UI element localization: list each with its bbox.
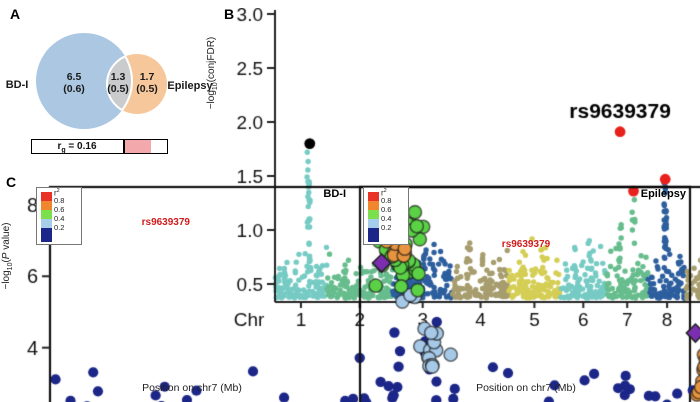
panel-c-label: C bbox=[6, 174, 17, 190]
venn-left-set-label: BD-I bbox=[5, 79, 29, 91]
venn-overlap-value: 1.3 bbox=[110, 71, 126, 83]
venn-right-value: 1.7 bbox=[139, 71, 155, 83]
r2-legend-swatch bbox=[368, 228, 379, 242]
r2-legend-title: r2 bbox=[381, 188, 387, 198]
venn-overlap-ci: (0.5) bbox=[107, 83, 129, 95]
r2-legend-swatch bbox=[368, 192, 379, 201]
r2-legend-swatch bbox=[41, 228, 52, 242]
venn-right-values: 1.7 (0.5) bbox=[129, 71, 165, 95]
r2-legend-swatch bbox=[368, 210, 379, 219]
rg-band bbox=[125, 140, 151, 153]
venn-diagram bbox=[36, 33, 167, 129]
r2-legend-tick-label: 0.8 bbox=[54, 196, 65, 205]
rg-bar: rg = 0.16 bbox=[31, 139, 168, 154]
r2-legend-bdi: r2 0.8 0.6 0.4 0.2 bbox=[36, 187, 82, 245]
locus-bdi-title: BD-I bbox=[323, 188, 346, 200]
venn-overlap-values: 1.3 (0.5) bbox=[100, 71, 136, 95]
locus-epilepsy-title: Epilepsy bbox=[640, 188, 686, 200]
r2-legend-tick-label: 0.8 bbox=[381, 196, 392, 205]
r2-legend-epilepsy: r2 0.8 0.6 0.4 0.2 bbox=[363, 187, 409, 245]
r2-legend-swatch bbox=[41, 210, 52, 219]
locus-epilepsy-canvas bbox=[356, 183, 700, 402]
locus-epilepsy-snp-label: rs9639379 bbox=[501, 239, 551, 250]
r2-legend-swatch bbox=[41, 219, 52, 228]
locus-epilepsy-x-axis-title: Position on chr7 (Mb) bbox=[476, 382, 576, 394]
venn-right-set-label: Epilepsy bbox=[167, 80, 213, 92]
rg-label: rg = 0.16 bbox=[57, 140, 97, 154]
r2-legend-swatch bbox=[41, 192, 52, 201]
venn-right-ci: (0.5) bbox=[136, 83, 158, 95]
r2-legend-swatch bbox=[41, 201, 52, 210]
locus-y-axis-label: −log10(P value) bbox=[1, 222, 14, 290]
r2-legend-tick-label: 0.2 bbox=[54, 223, 65, 232]
venn-left-value: 6.5 bbox=[66, 71, 82, 83]
venn-overlap-arc bbox=[107, 54, 133, 114]
venn-left-ci: (0.6) bbox=[63, 83, 85, 95]
rg-marker bbox=[123, 140, 125, 153]
locus-bdi-snp-label: rs9639379 bbox=[141, 217, 190, 228]
r2-legend-tick-label: 0.2 bbox=[381, 223, 392, 232]
locus-bdi-x-axis-title: Position on chr7 (Mb) bbox=[142, 382, 242, 394]
r2-legend-tick-label: 0.6 bbox=[381, 205, 392, 214]
venn-left-circle bbox=[36, 33, 132, 129]
r2-legend-title: r2 bbox=[54, 188, 60, 198]
venn-left-values: 6.5 (0.6) bbox=[54, 71, 94, 95]
venn-overlap-region bbox=[106, 53, 132, 115]
r2-legend-swatch bbox=[368, 201, 379, 210]
r2-legend-tick-label: 0.6 bbox=[54, 205, 65, 214]
manhattan-y-axis-label: −log10(conjFDR) bbox=[206, 36, 219, 110]
panel-a-label: A bbox=[10, 6, 21, 22]
r2-legend-tick-label: 0.4 bbox=[54, 214, 65, 223]
r2-legend-swatch bbox=[368, 219, 379, 228]
r2-legend-tick-label: 0.4 bbox=[381, 214, 392, 223]
